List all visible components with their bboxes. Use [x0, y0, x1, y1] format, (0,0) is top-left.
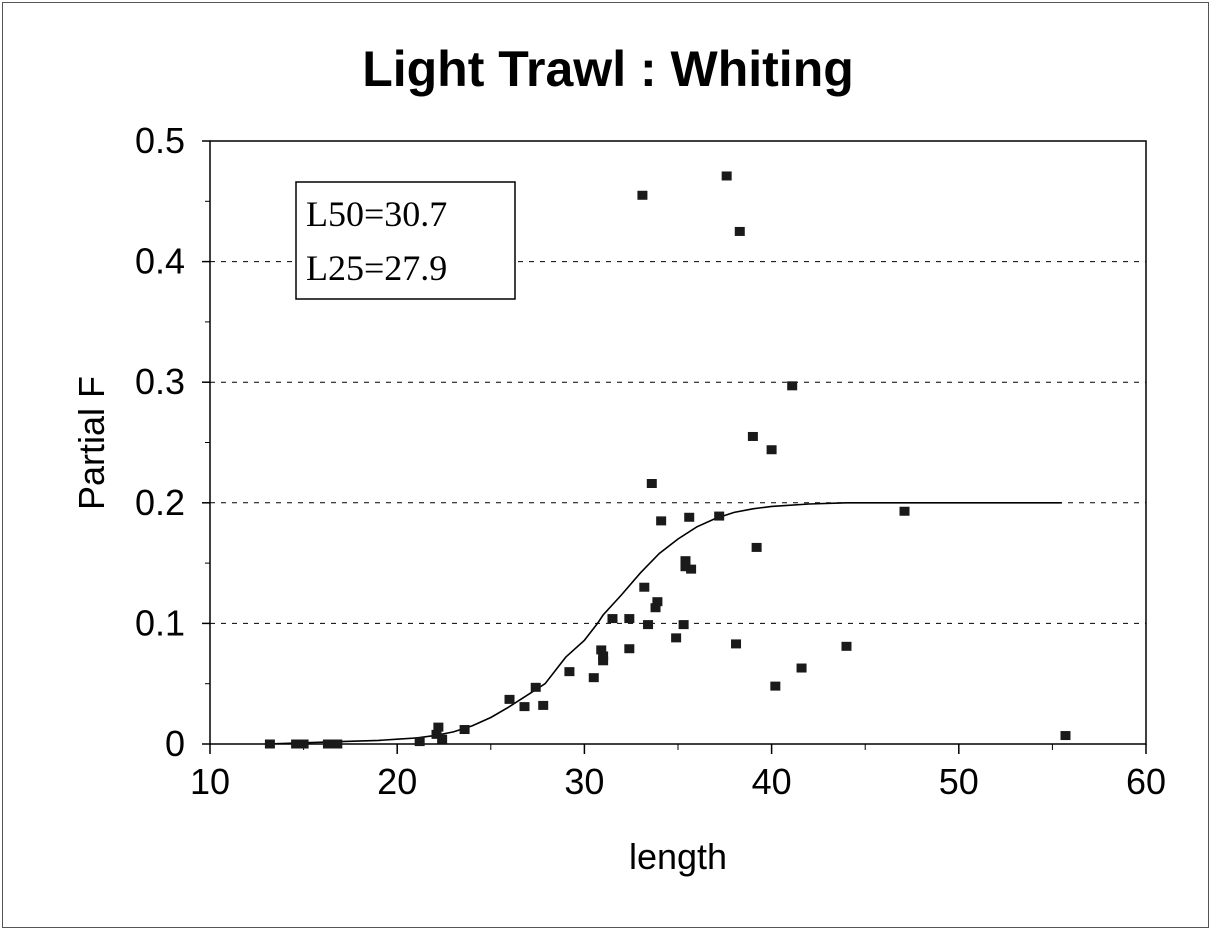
- data-point: [519, 702, 530, 712]
- data-point: [639, 582, 650, 592]
- data-point: [504, 694, 515, 704]
- data-point: [437, 734, 448, 744]
- data-point: [588, 673, 599, 683]
- data-point: [714, 511, 725, 521]
- x-tick-label: 30: [564, 761, 604, 802]
- data-point: [459, 725, 470, 735]
- data-point: [291, 739, 302, 749]
- x-tick-label: 60: [1126, 761, 1166, 802]
- data-point: [538, 700, 549, 710]
- x-tick-label: 40: [752, 761, 792, 802]
- data-point: [678, 620, 689, 630]
- y-tick-label: 0: [165, 723, 185, 764]
- data-point: [433, 722, 444, 732]
- data-point: [564, 667, 575, 677]
- data-point: [671, 633, 682, 643]
- annotation-box: L50=30.7 L25=27.9: [295, 181, 516, 300]
- data-point: [414, 737, 425, 747]
- x-tick-label: 50: [939, 761, 979, 802]
- chart-title: Light Trawl : Whiting: [362, 41, 854, 97]
- annotation-l25: L25=27.9: [306, 248, 447, 288]
- data-points: [264, 171, 1071, 749]
- data-point: [734, 226, 745, 236]
- data-point: [624, 614, 635, 624]
- data-point: [598, 651, 609, 661]
- data-point: [322, 739, 333, 749]
- data-point: [332, 739, 343, 749]
- data-point: [787, 381, 798, 391]
- data-point: [264, 739, 275, 749]
- annotation-l50: L50=30.7: [306, 194, 447, 234]
- y-tick-label: 0.5: [135, 120, 185, 161]
- data-point: [680, 556, 691, 566]
- data-point: [796, 663, 807, 673]
- x-axis-label: length: [629, 836, 727, 877]
- y-tick-label: 0.1: [135, 602, 185, 643]
- y-tick-label: 0.3: [135, 361, 185, 402]
- x-tick-label: 10: [190, 761, 230, 802]
- y-tick-label: 0.2: [135, 482, 185, 523]
- data-point: [431, 729, 442, 739]
- x-tick-label: 20: [377, 761, 417, 802]
- data-point: [607, 614, 618, 624]
- data-point: [598, 656, 609, 666]
- data-point: [747, 431, 758, 441]
- data-point: [841, 641, 852, 651]
- data-point: [643, 620, 654, 630]
- y-axis-ticks: 0 0.1 0.2 0.3 0.4 0.5: [135, 120, 210, 764]
- data-point: [770, 681, 781, 691]
- data-point: [624, 644, 635, 654]
- data-point: [686, 564, 697, 574]
- data-point: [646, 479, 657, 489]
- data-point: [650, 603, 661, 613]
- data-point: [731, 639, 742, 649]
- data-point: [530, 682, 541, 692]
- data-point: [899, 506, 910, 516]
- data-point: [656, 516, 667, 526]
- data-point: [596, 645, 607, 655]
- x-axis-ticks: 10 20 30 40 50 60: [190, 744, 1166, 802]
- data-point: [680, 562, 691, 572]
- data-point: [751, 542, 762, 552]
- data-point: [766, 445, 777, 455]
- data-point: [721, 171, 732, 181]
- y-axis-label: Partial F: [71, 376, 112, 510]
- data-point: [652, 597, 663, 607]
- data-point: [637, 190, 648, 200]
- data-point: [298, 739, 309, 749]
- data-point: [684, 512, 695, 522]
- y-tick-label: 0.4: [135, 241, 185, 282]
- data-point: [1060, 731, 1071, 741]
